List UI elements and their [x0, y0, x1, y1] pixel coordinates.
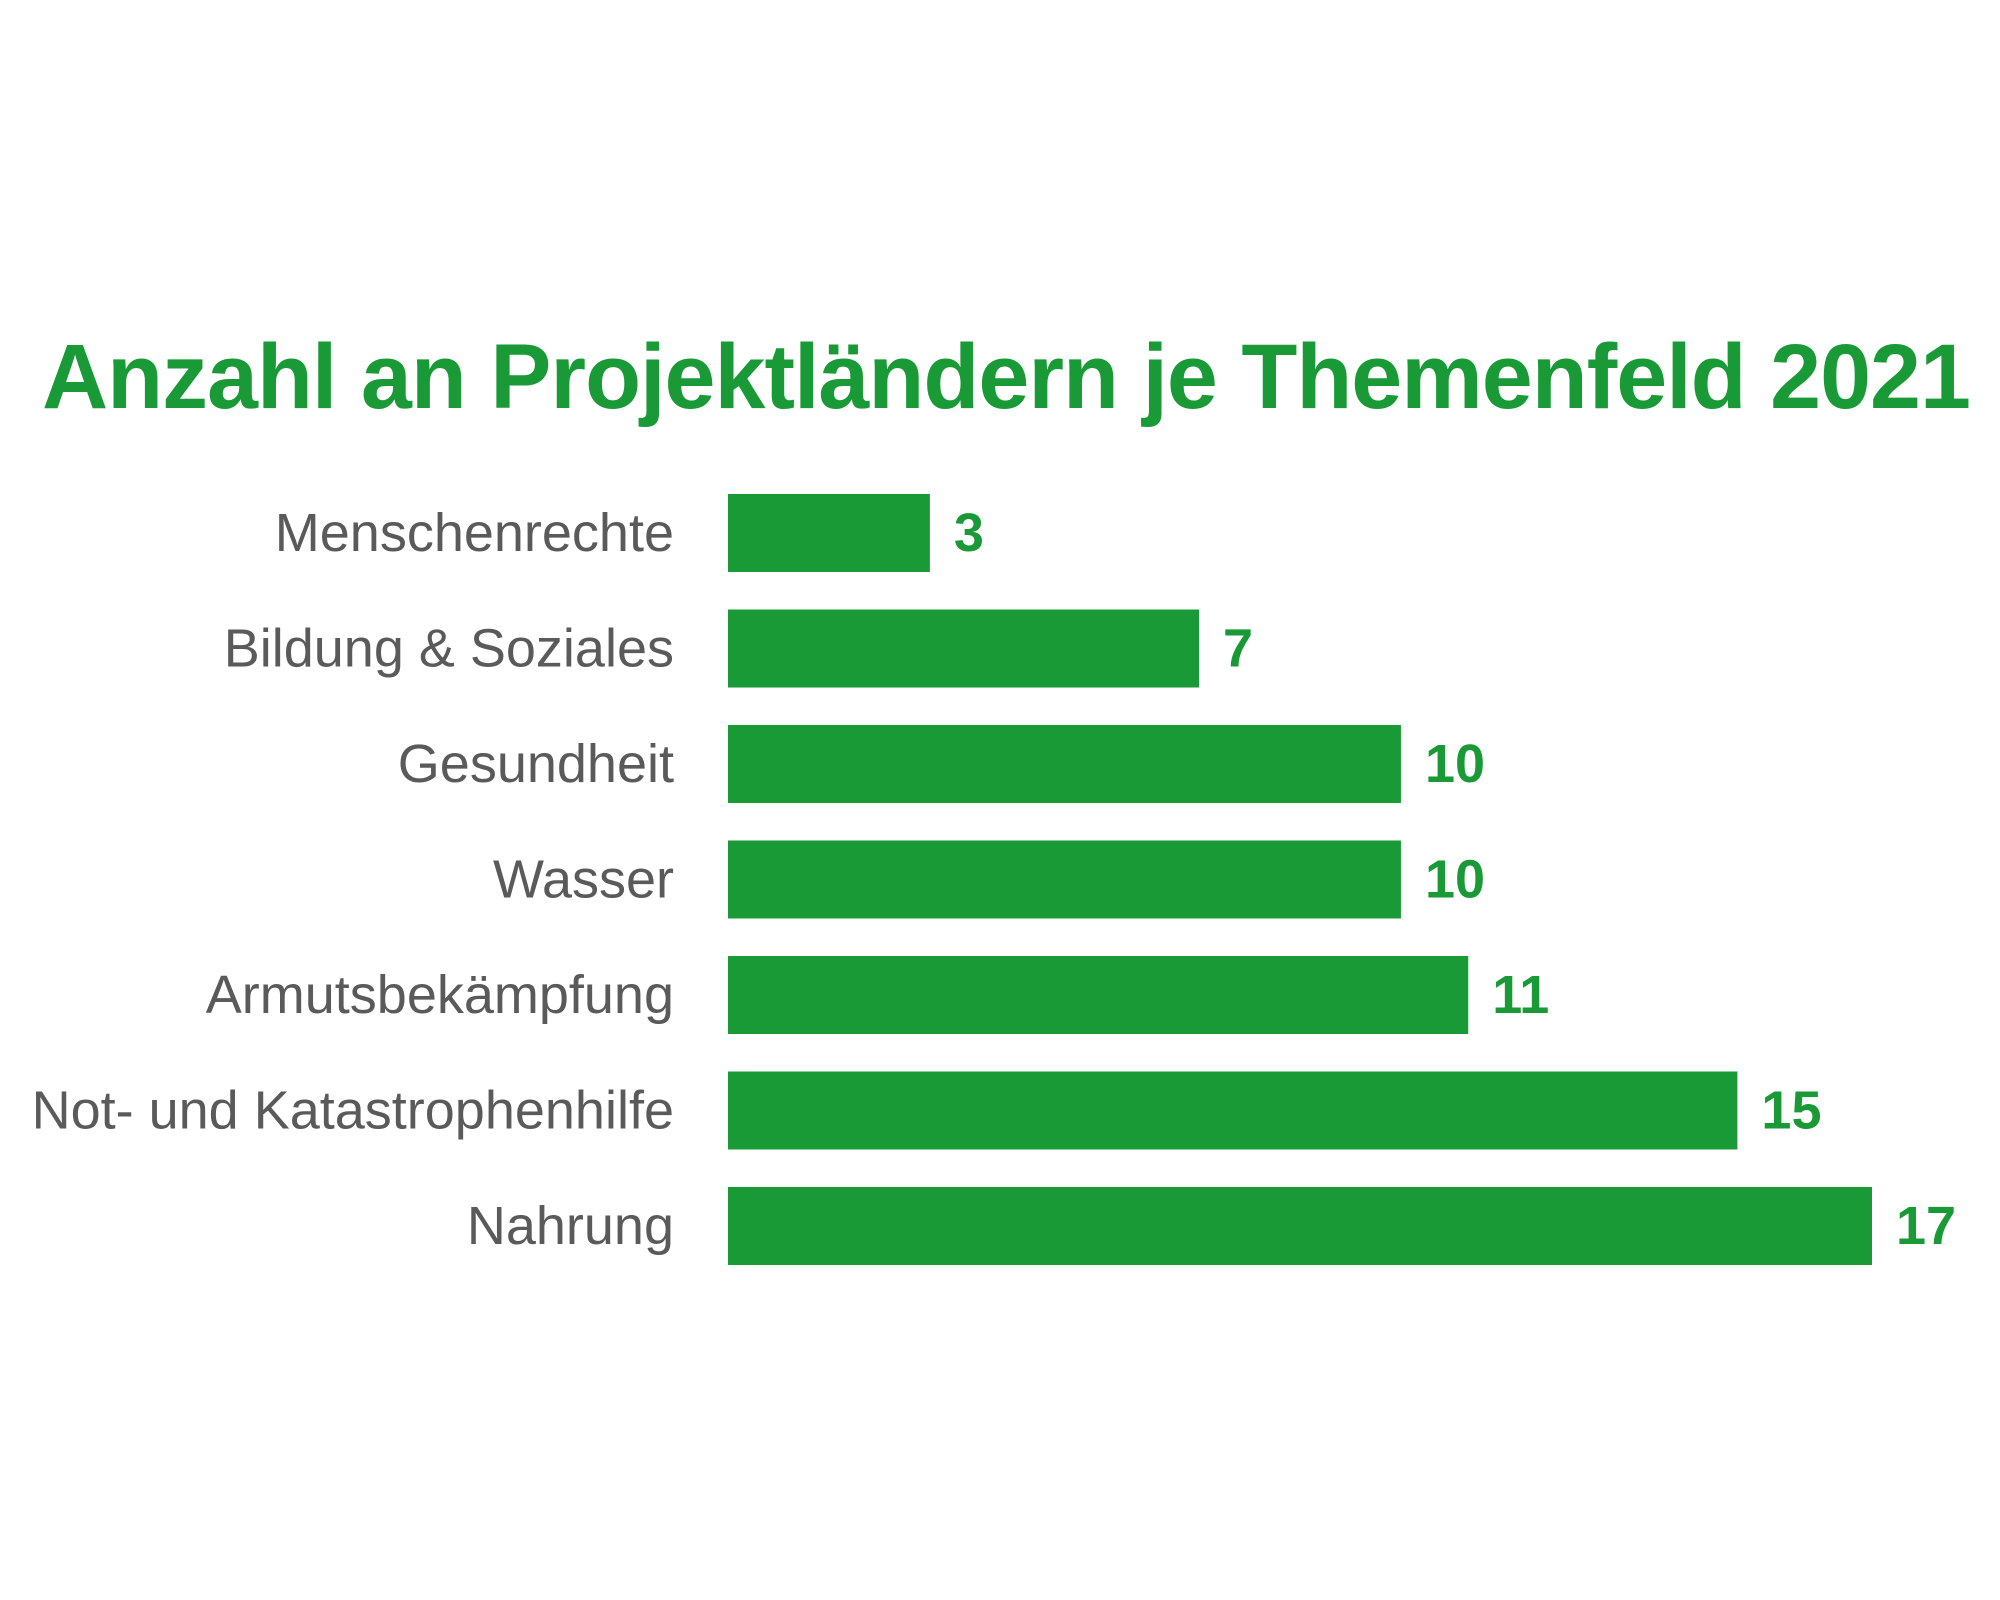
category-label: Armutsbekämpfung	[206, 965, 674, 1025]
bar	[728, 725, 1401, 803]
category-label: Bildung & Soziales	[224, 619, 674, 679]
bar	[728, 609, 1200, 688]
value-label: 3	[954, 503, 984, 563]
value-label: 10	[1425, 850, 1485, 910]
chart-title: Anzahl an Projektländern je Themenfeld 2…	[42, 326, 1970, 428]
category-label: Not- und Katastrophenhilfe	[32, 1081, 674, 1141]
category-label: Nahrung	[467, 1196, 674, 1256]
category-label: Wasser	[493, 850, 674, 910]
bar	[728, 840, 1401, 919]
bar	[728, 1187, 1872, 1265]
bar	[728, 1071, 1738, 1150]
bars-group: Menschenrechte 3 Bildung & Soziales 7 Gesund…	[32, 494, 1956, 1265]
value-label: 7	[1223, 619, 1253, 679]
category-label: Gesundheit	[398, 734, 674, 794]
value-label: 10	[1425, 734, 1485, 794]
value-label: 11	[1492, 965, 1549, 1025]
bar	[728, 956, 1469, 1034]
category-label: Menschenrechte	[275, 503, 674, 563]
bar	[728, 494, 930, 572]
value-label: 15	[1761, 1081, 1821, 1141]
value-label: 17	[1896, 1196, 1956, 1256]
